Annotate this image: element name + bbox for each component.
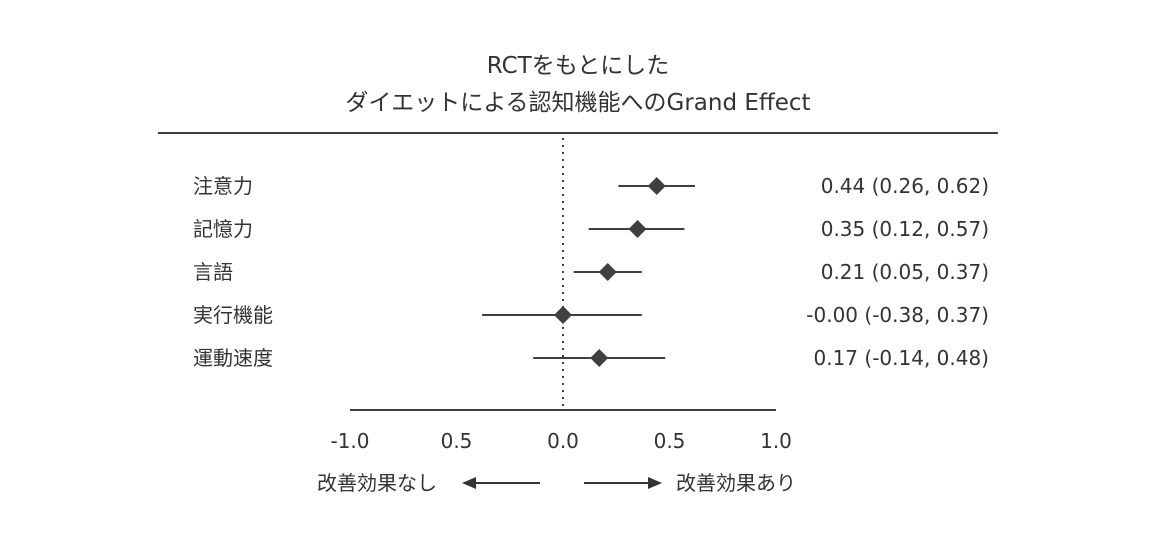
row-label: 注意力 xyxy=(193,174,253,198)
row-value-text: 0.35 (0.12, 0.57) xyxy=(821,217,989,241)
x-tick-label: 0.5 xyxy=(441,429,473,453)
estimate-marker xyxy=(598,263,617,281)
left-direction-note: 改善効果なし xyxy=(317,471,437,495)
left-arrow-icon xyxy=(462,477,540,489)
right-arrow-icon xyxy=(584,477,662,489)
x-tick-label: 0.0 xyxy=(547,429,579,453)
x-tick-label: 1.0 xyxy=(760,429,792,453)
row-label: 実行機能 xyxy=(193,303,273,327)
estimate-marker xyxy=(590,349,609,367)
estimate-marker xyxy=(554,306,572,324)
row-label: 言語 xyxy=(193,260,233,284)
x-axis-ticks: -1.0 0.5 0.0 0.5 1.0 xyxy=(330,429,791,453)
row-value-text: 0.17 (-0.14, 0.48) xyxy=(814,346,990,370)
row-value-text: -0.00 (-0.38, 0.37) xyxy=(806,303,989,327)
plot-area: 注意力 0.44 (0.26, 0.62) 記憶力 0.35 (0.12, 0.57)… xyxy=(193,138,989,408)
row-label: 運動速度 xyxy=(193,346,273,370)
estimate-marker xyxy=(628,220,647,238)
chart-title-line-1: RCTをもとにした xyxy=(487,53,669,79)
estimate-marker xyxy=(647,177,666,195)
row-value-text: 0.21 (0.05, 0.37) xyxy=(821,260,989,284)
chart-title-line-2: ダイエットによる認知機能へのGrand Effect xyxy=(345,90,810,116)
row-label: 記憶力 xyxy=(193,217,253,241)
x-tick-label: 0.5 xyxy=(654,429,686,453)
right-direction-note: 改善効果あり xyxy=(676,471,796,495)
x-tick-label: -1.0 xyxy=(330,429,369,453)
row-value-text: 0.44 (0.26, 0.62) xyxy=(821,174,989,198)
